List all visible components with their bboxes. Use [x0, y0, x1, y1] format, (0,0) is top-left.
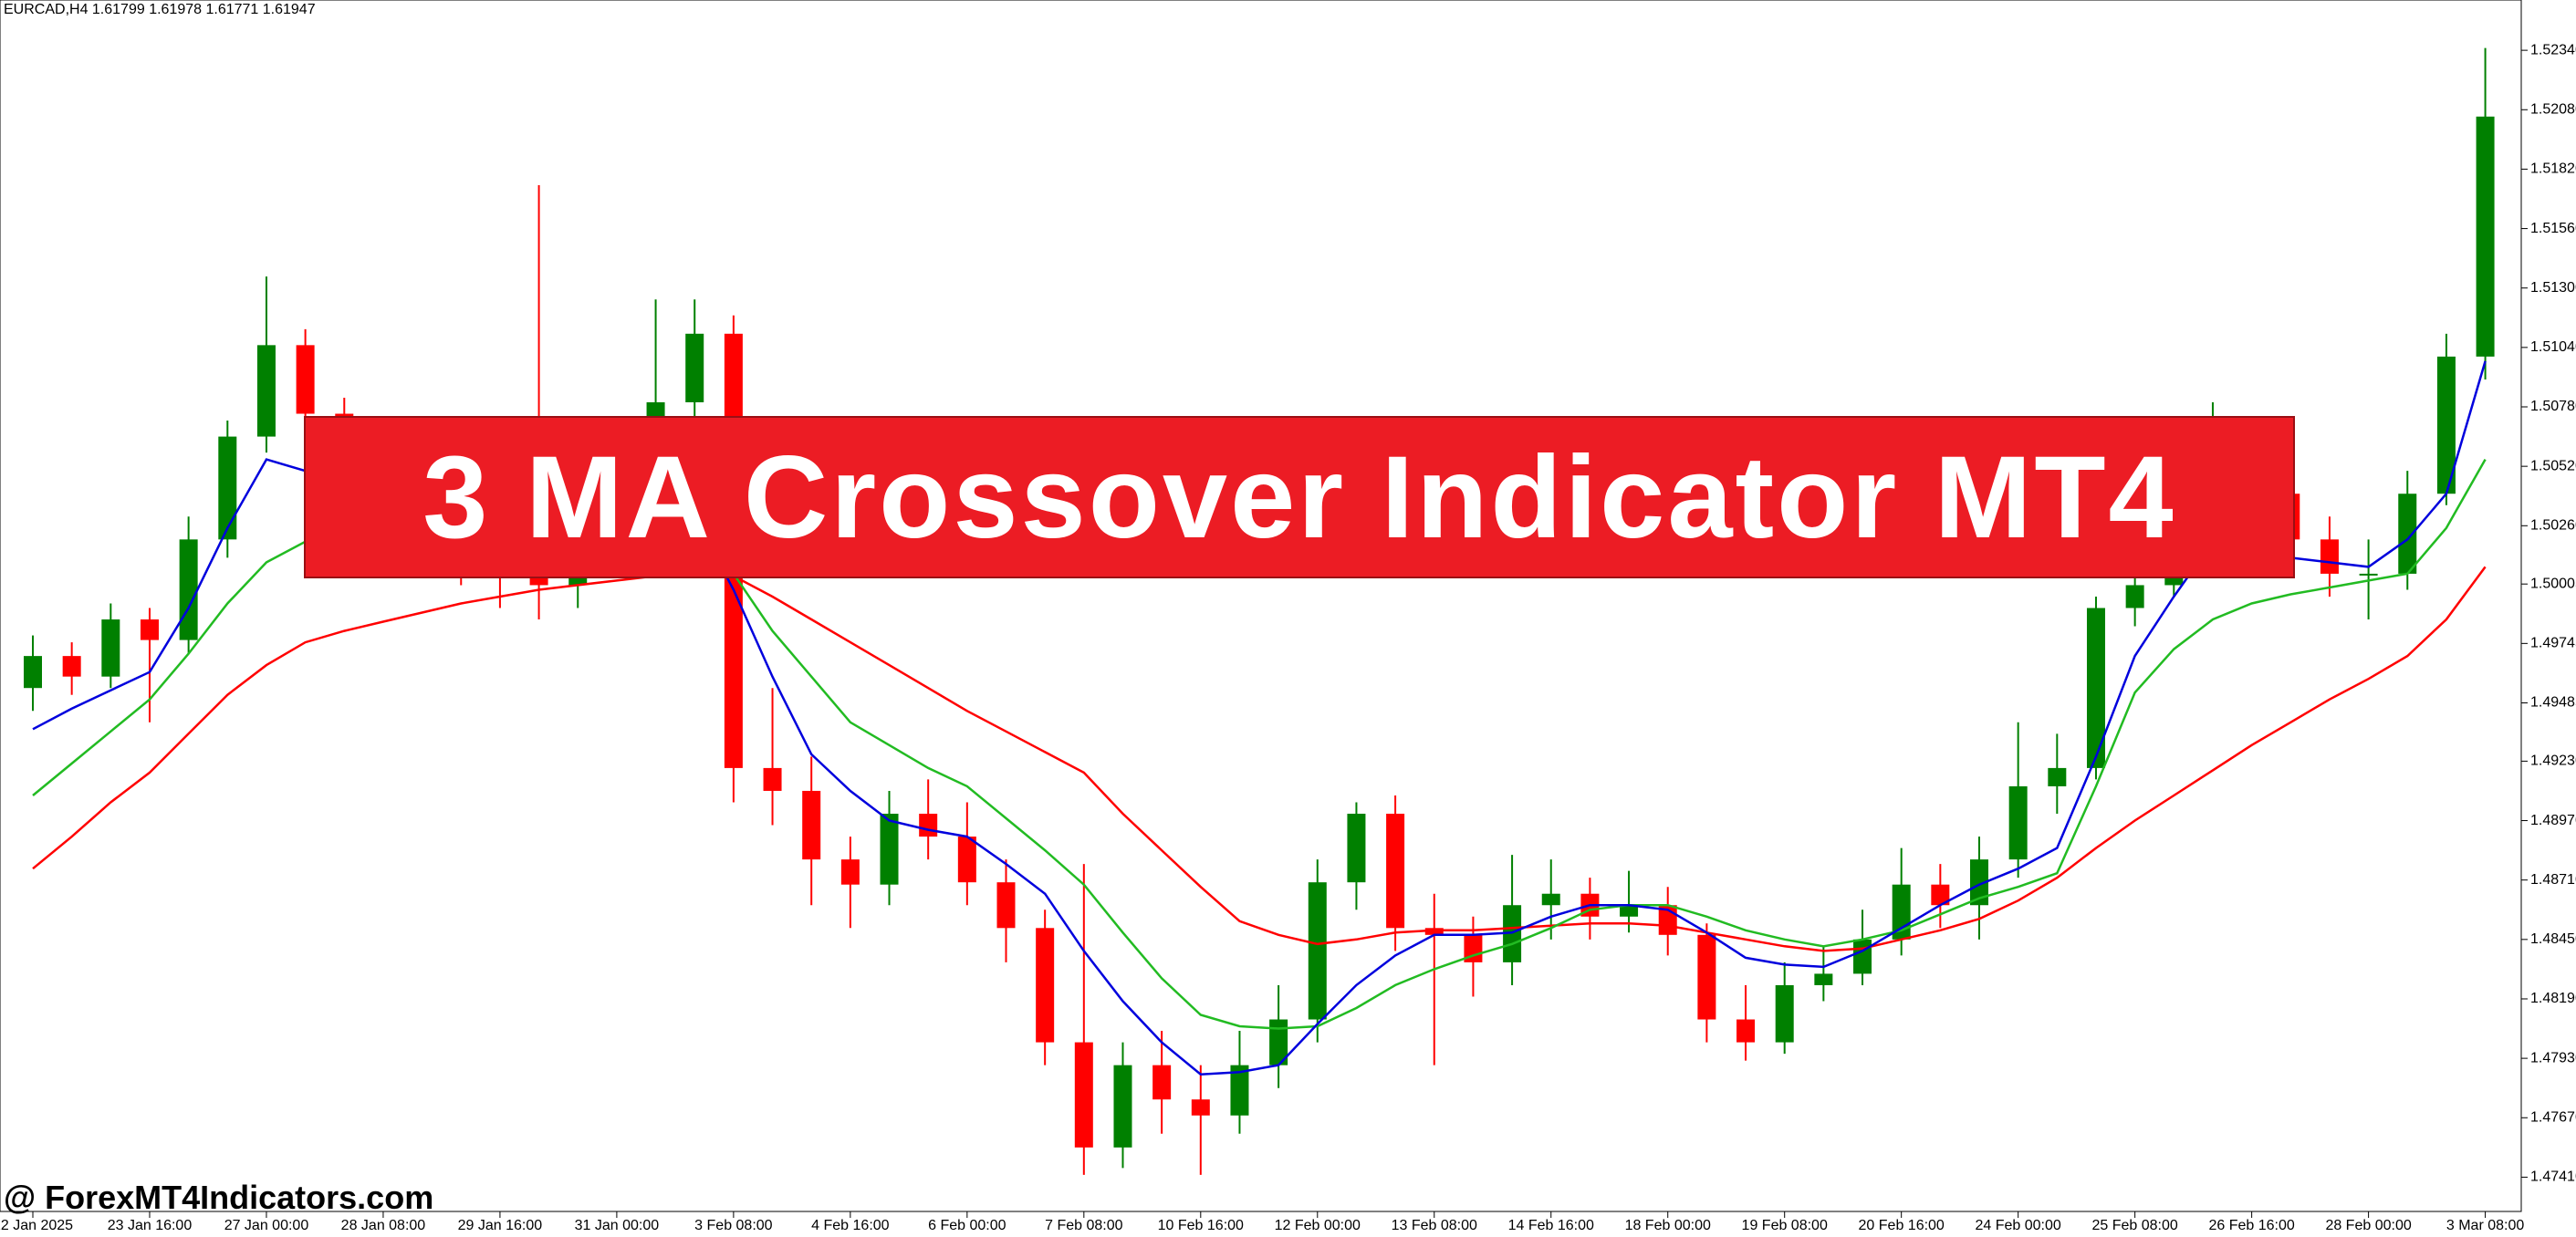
x-tick-label: 14 Feb 16:00 [1508, 1218, 1594, 1233]
y-tick-label: 1.50260 [2530, 518, 2576, 534]
y-tick-label: 1.50780 [2530, 399, 2576, 414]
y-tick-label: 1.48190 [2530, 991, 2576, 1006]
x-tick-label: 29 Jan 16:00 [458, 1218, 543, 1233]
y-tick-label: 1.48450 [2530, 931, 2576, 947]
candle-body [1074, 1042, 1093, 1148]
x-tick-label: 6 Feb 00:00 [928, 1218, 1006, 1233]
candle-body [1424, 928, 1444, 935]
candle-body [1736, 1019, 1756, 1043]
candle-body [256, 345, 276, 437]
candle-body [2008, 785, 2028, 860]
x-tick-label: 7 Feb 08:00 [1045, 1218, 1123, 1233]
x-tick-label: 28 Jan 08:00 [341, 1218, 426, 1233]
candle-body [2320, 539, 2339, 574]
candle-body [2125, 585, 2144, 608]
candle-body [763, 767, 782, 791]
x-tick-label: 25 Feb 08:00 [2091, 1218, 2177, 1233]
candle-body [1931, 884, 1950, 906]
y-tick-label: 1.50005 [2530, 576, 2576, 591]
candle-body [1464, 934, 1483, 962]
x-tick-label: 12 Feb 00:00 [1275, 1218, 1361, 1233]
y-tick-label: 1.47930 [2530, 1050, 2576, 1065]
candle-body [1697, 934, 1716, 1020]
y-tick-label: 1.52340 [2530, 42, 2576, 57]
y-tick-label: 1.47410 [2530, 1169, 2576, 1185]
candle-body [140, 619, 159, 640]
candle-body [1775, 984, 1794, 1043]
x-tick-label: 3 Feb 08:00 [694, 1218, 773, 1233]
candle-body [1620, 905, 1639, 917]
y-tick-label: 1.48970 [2530, 813, 2576, 828]
x-tick-label: 4 Feb 16:00 [811, 1218, 890, 1233]
candle-body [1113, 1065, 1132, 1148]
candle-body [296, 345, 315, 414]
candle-body [1191, 1099, 1210, 1116]
candle-body [101, 619, 120, 677]
y-tick-label: 1.49485 [2530, 695, 2576, 711]
candle-body [1853, 939, 1872, 974]
x-tick-label: 26 Feb 16:00 [2208, 1218, 2294, 1233]
y-tick-label: 1.47670 [2530, 1109, 2576, 1125]
watermark: @ ForexMT4Indicators.com [4, 1179, 434, 1216]
y-tick-label: 1.50520 [2530, 458, 2576, 473]
y-tick-label: 1.52080 [2530, 101, 2576, 117]
x-tick-label: 20 Feb 16:00 [1859, 1218, 1945, 1233]
y-tick-label: 1.51820 [2530, 161, 2576, 177]
candle-body [1814, 973, 1833, 985]
candle-body [1970, 859, 1988, 906]
moving-average-line [32, 566, 2487, 952]
x-tick-label: 27 Jan 00:00 [224, 1218, 309, 1233]
x-tick-label: 23 Jan 16:00 [108, 1218, 193, 1233]
candle-body [1386, 814, 1405, 929]
x-tick-label: 22 Jan 2025 [0, 1218, 73, 1233]
candle-body [62, 656, 81, 677]
candle-body [1503, 905, 1522, 962]
candle-body [2398, 494, 2417, 574]
candle-body [685, 333, 704, 402]
candle-body [840, 859, 860, 885]
candle-body [1036, 928, 1055, 1043]
candle-body [218, 436, 237, 540]
candle-body [2476, 116, 2495, 357]
y-tick-label: 1.48710 [2530, 872, 2576, 888]
x-tick-label: 13 Feb 08:00 [1392, 1218, 1477, 1233]
x-tick-label: 19 Feb 08:00 [1742, 1218, 1828, 1233]
candle-body [2086, 608, 2105, 768]
x-tick-label: 28 Feb 00:00 [2325, 1218, 2411, 1233]
banner-title: 3 MA Crossover Indicator MT4 [304, 416, 2295, 578]
candle-body [1152, 1065, 1172, 1100]
candle-body [24, 656, 42, 689]
candle-body [1347, 814, 1366, 883]
candle-body [1308, 882, 1327, 1020]
y-tick-label: 1.49745 [2530, 636, 2576, 651]
plot-frame [0, 0, 2522, 1212]
candle-body [1230, 1065, 1249, 1116]
x-tick-label: 31 Jan 00:00 [575, 1218, 660, 1233]
x-tick-label: 24 Feb 00:00 [1976, 1218, 2061, 1233]
y-tick-label: 1.49230 [2530, 754, 2576, 769]
y-tick-label: 1.51040 [2530, 339, 2576, 355]
candle-body [2436, 356, 2456, 494]
candle-body [2359, 573, 2378, 576]
candle-body [996, 882, 1016, 929]
candle-body [1541, 893, 1560, 906]
candle-body [802, 790, 821, 860]
x-tick-label: 10 Feb 16:00 [1158, 1218, 1244, 1233]
x-tick-label: 3 Mar 08:00 [2446, 1218, 2524, 1233]
candle-body [919, 814, 938, 837]
candle-body [957, 837, 976, 883]
chart-header: EURCAD,H4 1.61799 1.61978 1.61771 1.6194… [4, 2, 316, 17]
x-tick-label: 18 Feb 00:00 [1625, 1218, 1711, 1233]
y-tick-label: 1.51560 [2530, 221, 2576, 236]
candle-body [179, 539, 198, 640]
candle-body [1269, 1019, 1288, 1065]
y-tick-label: 1.51300 [2530, 280, 2576, 296]
candle-body [2048, 767, 2067, 786]
candle-body [880, 814, 899, 885]
